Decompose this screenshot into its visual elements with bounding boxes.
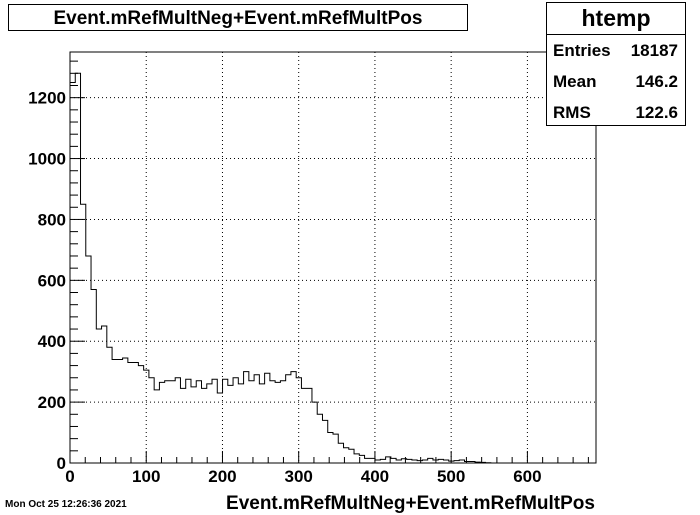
x-tick-label: 0 (65, 467, 74, 486)
axis-ticks (69, 60, 589, 464)
y-tick-label: 600 (38, 271, 66, 290)
y-tick-label: 200 (38, 393, 66, 412)
y-tick-label: 1000 (28, 150, 66, 169)
stats-label: Entries (553, 41, 611, 60)
x-axis-title: Event.mRefMultNeg+Event.mRefMultPos (226, 493, 595, 514)
chart-title: Event.mRefMultNeg+Event.mRefMultPos (8, 4, 468, 31)
tick-labels: 0 100 200 300 400 500 600 0 200 400 600 800 1000 1200 (28, 89, 541, 486)
x-tick-label: 400 (361, 467, 389, 486)
x-tick-label: 600 (513, 467, 541, 486)
y-tick-label: 0 (57, 454, 66, 473)
stats-value: 122.6 (635, 103, 678, 122)
stats-label: RMS (553, 103, 591, 122)
x-tick-label: 200 (208, 467, 236, 486)
stats-row-mean: Mean 146.2 (547, 66, 685, 97)
stats-row-entries: Entries 18187 (547, 35, 685, 66)
plot-frame (69, 51, 597, 464)
histogram-series (69, 72, 492, 464)
stats-value: 18187 (630, 41, 678, 60)
stats-value: 146.2 (635, 72, 678, 91)
y-tick-label: 400 (38, 332, 66, 351)
stats-row-rms: RMS 122.6 (547, 97, 685, 128)
y-tick-label: 1200 (28, 89, 66, 108)
stats-label: Mean (553, 72, 597, 91)
grid-lines (70, 52, 596, 463)
stats-histogram-name: htemp (547, 3, 685, 35)
stats-box: htemp Entries 18187 Mean 146.2 RMS 122.6 (546, 2, 686, 126)
x-tick-label: 100 (132, 467, 160, 486)
x-tick-label: 300 (285, 467, 313, 486)
datestamp: Mon Oct 25 12:26:36 2021 (5, 499, 127, 510)
y-tick-label: 800 (38, 210, 66, 229)
x-tick-label: 500 (437, 467, 465, 486)
